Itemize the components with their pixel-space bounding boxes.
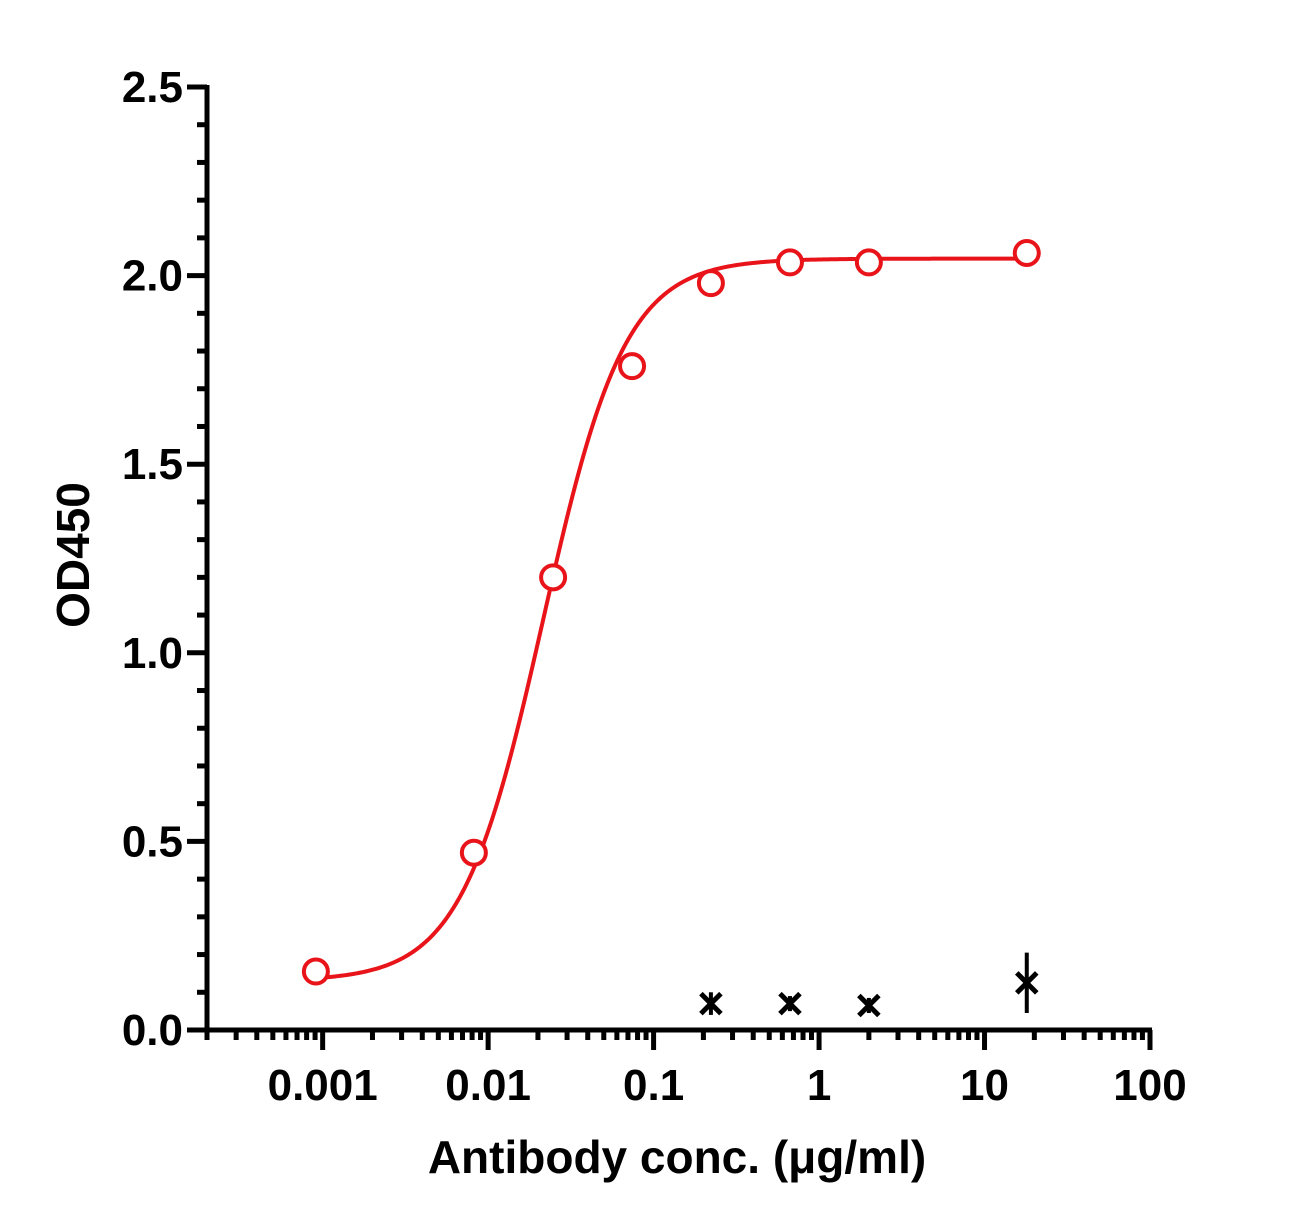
data-point-circle — [618, 352, 647, 381]
data-points-layer — [301, 238, 1041, 1018]
x-tick-label: 1 — [807, 1061, 831, 1110]
fit-curve-layer — [315, 256, 1027, 981]
y-tick-label: 2.0 — [122, 252, 183, 301]
data-point-circle — [854, 248, 883, 277]
y-tick-label: 1.0 — [122, 629, 183, 678]
data-point-circle — [301, 957, 330, 986]
data-point-circle — [775, 248, 804, 277]
fit-curve — [315, 256, 1027, 981]
x-tick-label: 0.01 — [445, 1061, 531, 1110]
axes — [187, 84, 1153, 1050]
x-axis-title: Antibody conc. (μg/ml) — [428, 1131, 926, 1183]
data-point-circle — [539, 563, 568, 592]
data-point-cross — [778, 991, 802, 1016]
x-tick-label: 0.1 — [623, 1061, 684, 1110]
x-tick-label: 100 — [1113, 1061, 1186, 1110]
y-tick-label: 1.5 — [122, 440, 183, 489]
x-tick-label: 10 — [960, 1061, 1009, 1110]
x-tick-label: 0.001 — [268, 1061, 378, 1110]
axis-labels-layer: 0.0 0.5 1.0 1.5 2.0 2.5 0.001 0.01 0.1 1 10 100 — [122, 63, 1187, 1110]
y-tick-label: 2.5 — [122, 63, 183, 112]
data-point-cross — [699, 991, 723, 1016]
data-point-circle — [459, 838, 488, 867]
y-tick-label: 0.0 — [122, 1006, 183, 1055]
data-point-cross — [857, 993, 881, 1018]
y-tick-label: 0.5 — [122, 817, 183, 866]
y-axis-title: OD450 — [47, 482, 99, 628]
data-point-cross — [1015, 971, 1039, 995]
data-point-circle — [1012, 238, 1041, 267]
data-point-circle — [696, 269, 725, 298]
